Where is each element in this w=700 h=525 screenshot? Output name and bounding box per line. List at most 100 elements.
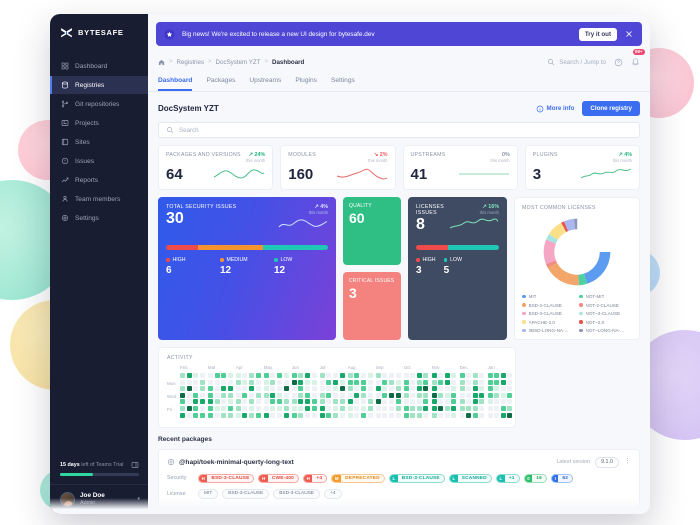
heatmap-cell[interactable] <box>423 373 429 378</box>
heatmap-cell[interactable] <box>263 373 269 378</box>
heatmap-cell[interactable] <box>186 399 192 405</box>
heatmap-cell[interactable] <box>227 412 233 418</box>
heatmap-cell[interactable] <box>283 392 289 398</box>
heatmap-cell[interactable] <box>199 386 205 392</box>
heatmap-cell[interactable] <box>221 373 227 378</box>
heatmap-cell[interactable] <box>479 412 485 418</box>
heatmap-cell[interactable] <box>277 412 283 418</box>
heatmap-cell[interactable] <box>214 386 220 392</box>
heatmap-cell[interactable] <box>347 379 353 385</box>
heatmap-cell[interactable] <box>249 392 255 398</box>
tab-upstreams[interactable]: Upstreams <box>249 77 282 84</box>
heatmap-cell[interactable] <box>207 399 213 405</box>
heatmap-cell[interactable] <box>410 399 416 405</box>
heatmap-cell[interactable] <box>360 412 366 418</box>
heatmap-cell[interactable] <box>298 412 304 418</box>
heatmap-cell[interactable] <box>311 392 317 398</box>
heatmap-cell[interactable] <box>354 392 360 398</box>
heatmap-cell[interactable] <box>487 386 493 392</box>
sidebar-item-reports[interactable]: Reports <box>50 171 148 189</box>
heatmap-cell[interactable] <box>270 405 276 411</box>
heatmap-cell[interactable] <box>186 379 192 385</box>
heatmap-cell[interactable] <box>277 399 283 405</box>
heatmap-cell[interactable] <box>382 379 388 385</box>
stat-card-plugins[interactable]: PLUGINS ↗ 4% this month 3 <box>524 145 640 190</box>
heatmap-cell[interactable] <box>438 399 444 405</box>
heatmap-cell[interactable] <box>487 412 493 418</box>
heatmap-cell[interactable] <box>277 405 283 411</box>
heatmap-cell[interactable] <box>291 379 297 385</box>
heatmap-cell[interactable] <box>472 379 478 385</box>
heatmap-cell[interactable] <box>214 379 220 385</box>
heatmap-cell[interactable] <box>221 405 227 411</box>
heatmap-cell[interactable] <box>444 412 450 418</box>
sidebar-item-settings[interactable]: Settings <box>50 209 148 227</box>
heatmap-cell[interactable] <box>388 399 394 405</box>
heatmap-cell[interactable] <box>270 386 276 392</box>
heatmap-cell[interactable] <box>311 399 317 405</box>
heatmap-cell[interactable] <box>423 386 429 392</box>
heatmap-cell[interactable] <box>479 379 485 385</box>
heatmap-cell[interactable] <box>459 405 465 411</box>
heatmap-cell[interactable] <box>500 412 506 418</box>
heatmap-cell[interactable] <box>235 399 241 405</box>
heatmap-cell[interactable] <box>298 379 304 385</box>
heatmap-cell[interactable] <box>339 379 345 385</box>
heatmap-cell[interactable] <box>179 405 185 411</box>
heatmap-cell[interactable] <box>423 399 429 405</box>
heatmap-cell[interactable] <box>500 379 506 385</box>
heatmap-cell[interactable] <box>494 412 500 418</box>
licenses-issues-card[interactable]: LICENSES ISSUES 8 ↗ 16% this month <box>408 197 507 340</box>
package-card[interactable]: @hapi/toek-minimal-querty-long-text Lates… <box>158 448 640 508</box>
heatmap-cell[interactable] <box>375 392 381 398</box>
tab-dashboard[interactable]: Dashboard <box>158 77 193 91</box>
heatmap-cell[interactable] <box>249 399 255 405</box>
package-menu-button[interactable]: ⋮ <box>624 457 631 465</box>
heatmap-cell[interactable] <box>375 405 381 411</box>
heatmap-cell[interactable] <box>459 412 465 418</box>
heatmap-cell[interactable] <box>500 386 506 392</box>
heatmap-cell[interactable] <box>305 392 311 398</box>
heatmap-cell[interactable] <box>360 392 366 398</box>
heatmap-cell[interactable] <box>444 392 450 398</box>
heatmap-cell[interactable] <box>255 386 261 392</box>
heatmap-cell[interactable] <box>395 405 401 411</box>
heatmap-cell[interactable] <box>319 405 325 411</box>
sidebar-item-dashboard[interactable]: Dashboard <box>50 57 148 75</box>
heatmap-cell[interactable] <box>479 386 485 392</box>
security-chip[interactable]: L SCANNED <box>448 473 492 483</box>
heatmap-cell[interactable] <box>494 379 500 385</box>
heatmap-cell[interactable] <box>339 399 345 405</box>
heatmap-cell[interactable] <box>270 392 276 398</box>
notifications[interactable]: 99+ <box>631 49 645 71</box>
heatmap-cell[interactable] <box>507 405 513 411</box>
tab-settings[interactable]: Settings <box>330 77 355 84</box>
heatmap-cell[interactable] <box>311 412 317 418</box>
heatmap-cell[interactable] <box>403 399 409 405</box>
heatmap-cell[interactable] <box>466 399 472 405</box>
sidebar-item-projects[interactable]: Projects <box>50 114 148 132</box>
heatmap-cell[interactable] <box>235 386 241 392</box>
heatmap-cell[interactable] <box>227 386 233 392</box>
heatmap-cell[interactable] <box>311 386 317 392</box>
heatmap-cell[interactable] <box>367 386 373 392</box>
close-icon[interactable] <box>624 29 634 39</box>
heatmap-cell[interactable] <box>332 405 338 411</box>
try-it-out-button[interactable]: Try it out <box>578 27 617 41</box>
heatmap-cell[interactable] <box>451 399 457 405</box>
heatmap-cell[interactable] <box>494 405 500 411</box>
heatmap-cell[interactable] <box>193 405 199 411</box>
heatmap-cell[interactable] <box>249 373 255 378</box>
heatmap-cell[interactable] <box>263 412 269 418</box>
heatmap-cell[interactable] <box>494 386 500 392</box>
security-chip[interactable]: L +1 <box>495 473 520 483</box>
heatmap-cell[interactable] <box>283 412 289 418</box>
heatmap-cell[interactable] <box>487 379 493 385</box>
heatmap-cell[interactable] <box>193 386 199 392</box>
heatmap-cell[interactable] <box>207 412 213 418</box>
heatmap-cell[interactable] <box>235 405 241 411</box>
heatmap-cell[interactable] <box>375 399 381 405</box>
heatmap-cell[interactable] <box>431 386 437 392</box>
heatmap-cell[interactable] <box>410 386 416 392</box>
heatmap-cell[interactable] <box>227 405 233 411</box>
